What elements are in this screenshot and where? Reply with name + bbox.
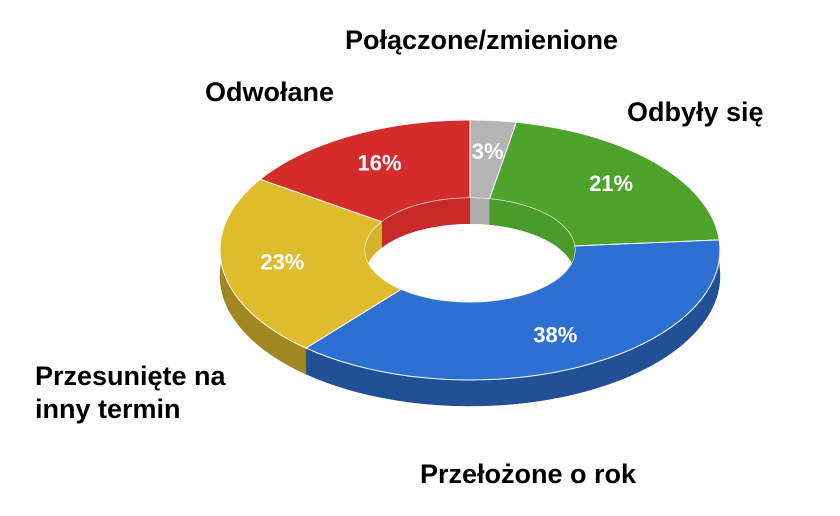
category-label: Połączone/zmienione	[345, 25, 619, 55]
slice-inner-side	[489, 198, 575, 272]
value-label: 16%	[358, 151, 402, 176]
value-label: 23%	[260, 249, 304, 274]
value-label: 21%	[589, 171, 633, 196]
value-label: 38%	[533, 322, 577, 347]
category-label: Odwołane	[205, 77, 335, 107]
category-label: Przesunięte na inny termin	[35, 361, 226, 424]
category-label: Odbyły się	[627, 97, 764, 127]
category-label: Przełożone o rok	[420, 459, 637, 489]
slice-inner-side	[470, 198, 490, 225]
value-label: 3%	[472, 139, 504, 164]
hole-floor	[365, 224, 575, 302]
slice-inner-side	[381, 198, 470, 248]
